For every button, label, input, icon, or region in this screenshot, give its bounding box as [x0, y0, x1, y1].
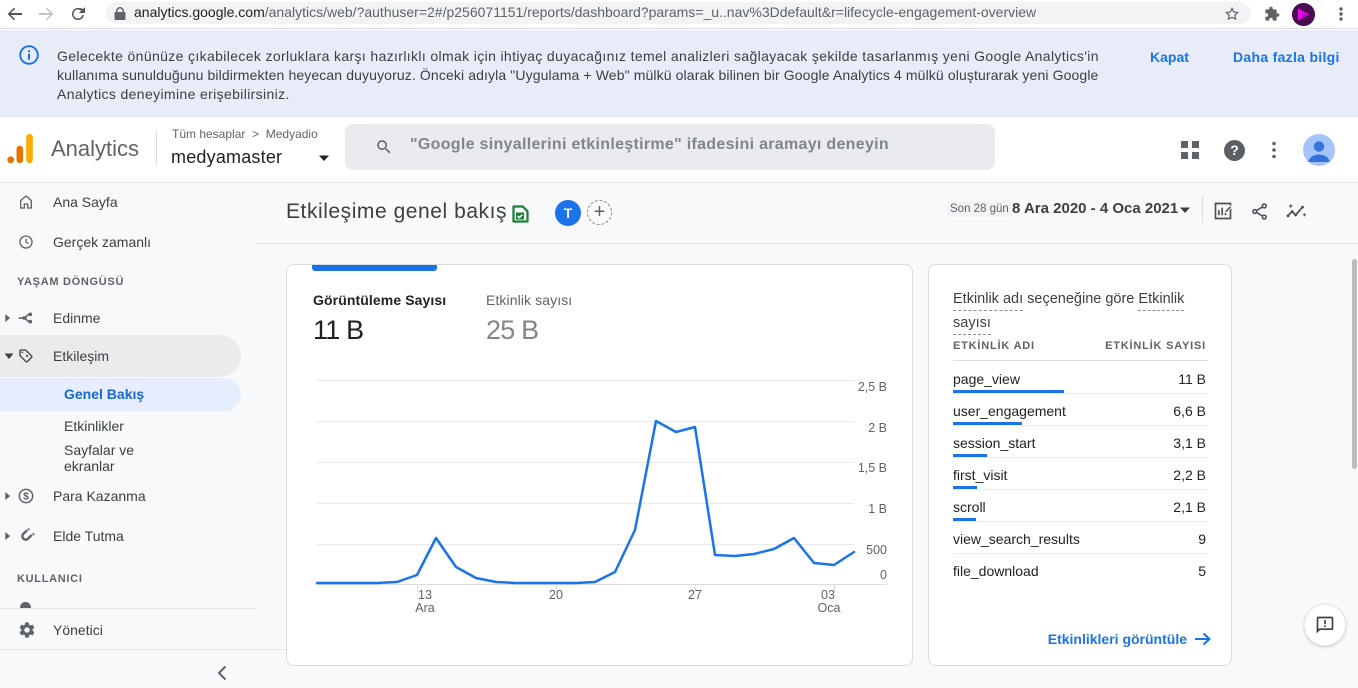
svg-text:20: 20: [549, 588, 563, 602]
svg-text:0: 0: [880, 568, 887, 582]
svg-text:$: $: [23, 491, 29, 502]
svg-text:27: 27: [688, 588, 702, 602]
svg-text:Ara: Ara: [415, 601, 435, 615]
svg-text:1,5 B: 1,5 B: [858, 461, 887, 475]
svg-text:03: 03: [821, 588, 835, 602]
svg-text:13: 13: [418, 588, 432, 602]
svg-text:500: 500: [866, 543, 887, 557]
svg-text:Oca: Oca: [818, 601, 841, 615]
svg-text:2,5 B: 2,5 B: [858, 380, 887, 394]
svg-text:1 B: 1 B: [868, 502, 887, 516]
svg-text:2 B: 2 B: [868, 421, 887, 435]
